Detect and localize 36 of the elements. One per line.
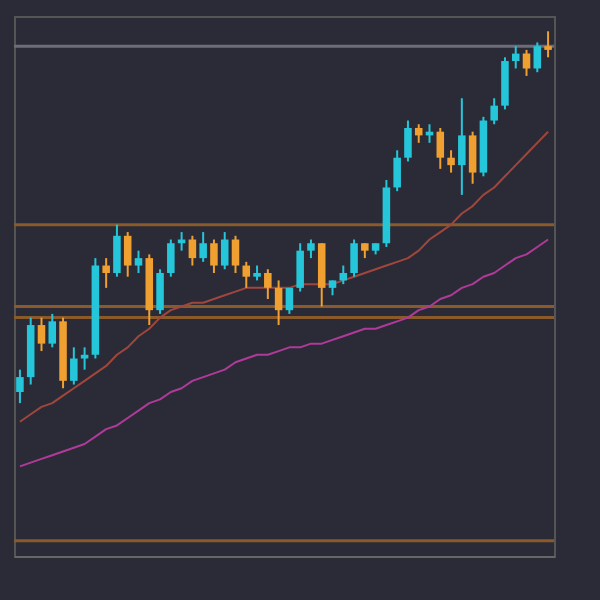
candlestick xyxy=(544,30,552,59)
candlestick xyxy=(113,223,121,278)
candlestick xyxy=(134,249,143,274)
candlestick xyxy=(37,316,46,353)
candlestick xyxy=(404,119,412,163)
candlestick xyxy=(501,56,509,111)
candlestick xyxy=(167,238,175,278)
candlestick xyxy=(70,346,78,386)
candlestick xyxy=(511,45,520,70)
candlestick xyxy=(199,231,207,263)
candlestick xyxy=(48,312,57,349)
candlestick xyxy=(102,257,110,289)
candlestick xyxy=(231,234,240,274)
candlestick xyxy=(317,242,326,308)
candlestick xyxy=(447,149,455,174)
candlestick xyxy=(80,346,89,371)
candlestick xyxy=(436,126,445,170)
candlestick xyxy=(220,231,229,271)
candlestick xyxy=(468,130,477,185)
candlestick xyxy=(210,238,218,274)
candlestick xyxy=(296,242,304,293)
candlestick xyxy=(414,123,423,144)
candlestick xyxy=(307,238,315,260)
candlestick xyxy=(490,97,498,126)
candlestick xyxy=(156,268,164,315)
candlestick xyxy=(274,279,283,327)
candlestick xyxy=(188,234,197,267)
candlestick xyxy=(285,286,294,315)
candlestick xyxy=(350,238,358,278)
candlestick xyxy=(123,231,132,278)
candlestick xyxy=(533,41,542,74)
candlestick xyxy=(16,368,24,405)
candlestick xyxy=(264,268,272,301)
candlestick xyxy=(458,97,466,196)
candlestick xyxy=(242,260,251,289)
candlestick xyxy=(393,149,401,193)
